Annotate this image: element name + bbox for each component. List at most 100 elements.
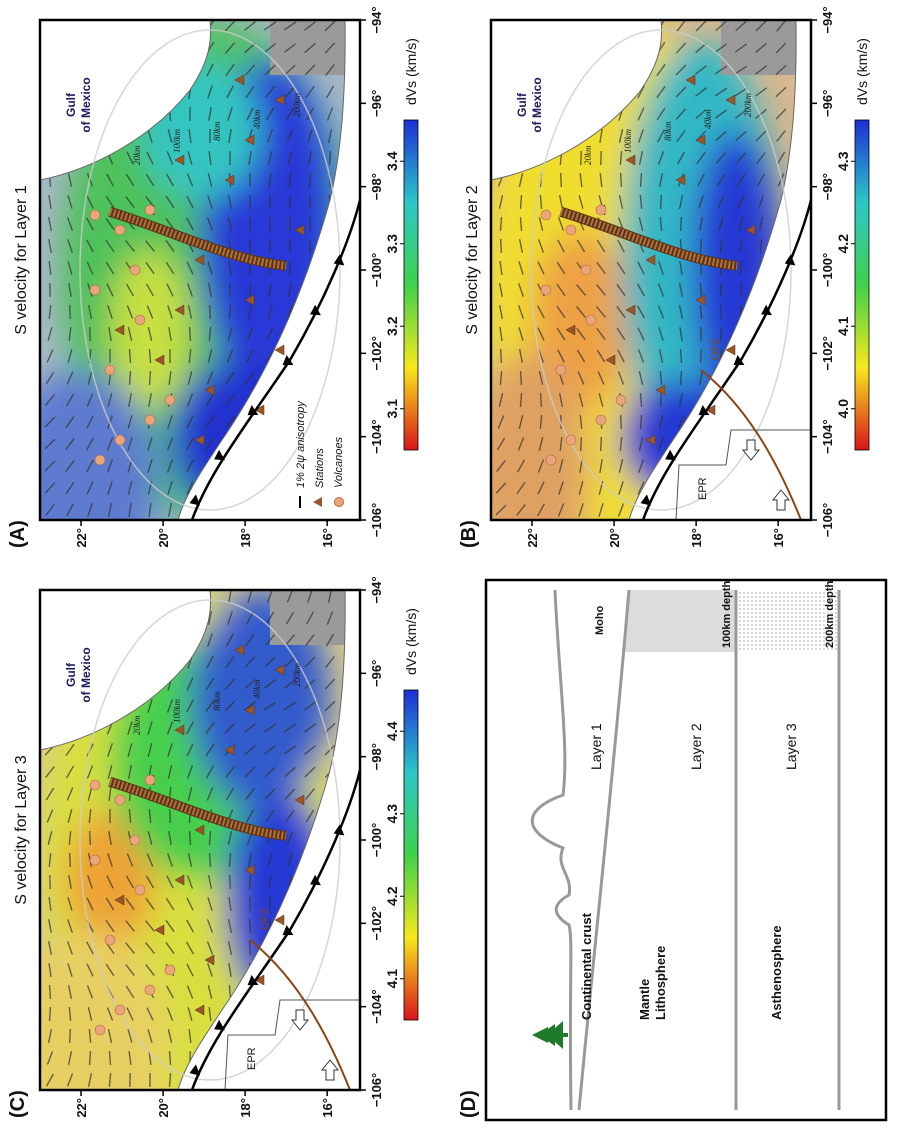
- anisotropy-bar: [87, 787, 93, 801]
- anisotropy-bar: [556, 305, 566, 319]
- study-region: [79, 29, 341, 511]
- anisotropy-bar: [754, 65, 768, 75]
- anisotropy-bar: [186, 985, 194, 999]
- anisotropy-bar: [205, 437, 215, 451]
- anisotropy-bar: [637, 349, 645, 363]
- anisotropy-bar: [618, 129, 624, 143]
- anisotropy-bar: [106, 875, 114, 889]
- anisotropy-bar: [557, 217, 565, 231]
- anisotropy-bar: [714, 43, 728, 53]
- anisotropy-bar: [537, 239, 545, 253]
- land-outline: [39, 19, 346, 521]
- colorbar-tick-label: 3.4: [384, 151, 400, 171]
- anisotropy-bar: [715, 152, 727, 164]
- station: [244, 864, 255, 876]
- anisotropy-bar: [775, 42, 787, 54]
- anisotropy-bar: [287, 305, 293, 319]
- anisotropy-bar: [67, 261, 73, 275]
- y-tick-label: 18°: [689, 528, 704, 548]
- anisotropy-bar: [288, 260, 292, 276]
- x-tick-label: −94°: [820, 6, 835, 33]
- anisotropy-bar: [496, 437, 506, 451]
- anisotropy-bar: [147, 743, 153, 757]
- anisotropy-bar: [147, 129, 153, 143]
- anisotropy-bar: [66, 217, 74, 231]
- anisotropy-bar: [519, 194, 523, 210]
- trench-tooth: [189, 494, 201, 506]
- anisotropy-bar: [68, 282, 72, 298]
- anisotropy-bar: [188, 830, 192, 846]
- x-tick-label: −98°: [369, 743, 384, 770]
- anisotropy-bar: [206, 919, 214, 933]
- anisotropy-bar: [244, 744, 256, 756]
- anisotropy-bar: [283, 701, 297, 711]
- anisotropy-bar: [65, 438, 75, 450]
- anisotropy-bar: [248, 282, 252, 298]
- anisotropy-bar: [265, 86, 275, 98]
- y-tick-label: 16°: [320, 1098, 335, 1118]
- anisotropy-bar: [639, 392, 643, 408]
- anisotropy-bar: [328, 150, 332, 166]
- anisotropy-bar: [537, 305, 545, 319]
- anisotropy-bar: [263, 21, 277, 31]
- tree-trunk: [563, 1033, 568, 1037]
- anisotropy-bar: [48, 1006, 52, 1022]
- anisotropy-bar: [679, 370, 683, 386]
- anisotropy-bar: [147, 699, 153, 713]
- panel: Continental crust Mantle Lithosphere Asthen…: [451, 570, 902, 1130]
- x-tick-label: −98°: [369, 173, 384, 200]
- anisotropy-bar: [67, 1051, 73, 1065]
- anisotropy-bar: [325, 85, 335, 99]
- y-tick-label: 22°: [525, 528, 540, 548]
- anisotropy-bar: [145, 897, 155, 911]
- diagram-frame: [484, 578, 888, 1122]
- anisotropy-bar: [186, 743, 194, 757]
- trench-tooth: [784, 254, 796, 266]
- anisotropy-bar: [68, 326, 72, 342]
- anisotropy-bar: [248, 874, 252, 890]
- anisotropy-bar: [716, 173, 726, 187]
- panel-label: (B): [458, 520, 480, 548]
- anisotropy-bar: [264, 634, 276, 646]
- panel-label: (A): [7, 520, 29, 548]
- anisotropy-bar: [127, 743, 133, 757]
- anisotropy-bar: [518, 327, 524, 341]
- anisotropy-bar: [88, 830, 92, 846]
- anisotropy-bar: [657, 129, 665, 143]
- anisotropy-bar: [637, 481, 645, 495]
- anisotropy-bar: [186, 677, 194, 691]
- anisotropy-bar: [735, 130, 747, 142]
- lithosphere-label: Lithosphere: [653, 946, 668, 1020]
- anisotropy-bar: [147, 831, 153, 845]
- anisotropy-bar: [734, 87, 748, 97]
- station: [274, 914, 285, 926]
- anisotropy-bar: [558, 392, 564, 408]
- anisotropy-bar: [719, 326, 723, 342]
- anisotropy-bar: [758, 217, 764, 231]
- panel-label: (D): [458, 1090, 480, 1118]
- volcano: [89, 209, 101, 221]
- colorbar: [854, 119, 870, 451]
- anisotropy-bar: [86, 217, 94, 231]
- anisotropy-bar: [616, 327, 626, 341]
- layer-label: Layer 3: [783, 723, 799, 770]
- anisotropy-bar: [208, 830, 212, 846]
- anisotropy-bar: [537, 261, 545, 275]
- anisotropy-bar: [44, 482, 56, 494]
- anisotropy-bar: [206, 765, 214, 779]
- anisotropy-bar: [637, 107, 645, 121]
- anisotropy-bar: [86, 437, 94, 451]
- anisotropy-bar: [167, 765, 173, 779]
- anisotropy-bar: [305, 85, 315, 99]
- station: [745, 224, 756, 236]
- anisotropy-bar: [45, 766, 55, 778]
- anisotropy-bar: [106, 459, 114, 473]
- anisotropy-bar: [145, 240, 155, 252]
- y-tick-label: 18°: [238, 1098, 253, 1118]
- anisotropy-bar: [599, 128, 603, 144]
- anisotropy-bar: [248, 194, 252, 210]
- anisotropy-bar: [86, 261, 94, 275]
- anisotropy-bar: [106, 173, 114, 187]
- anisotropy-bar: [755, 43, 767, 53]
